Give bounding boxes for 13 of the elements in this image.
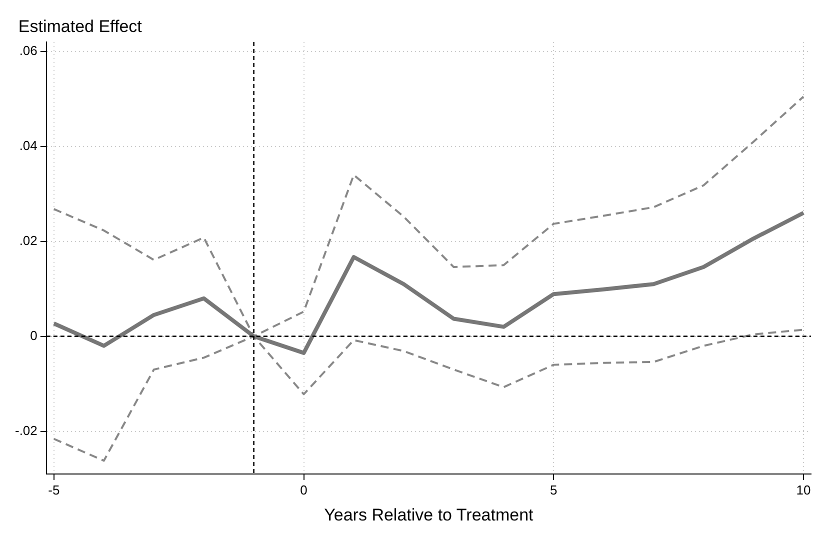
line-series: [52, 96, 805, 338]
x-tick-label: 0: [300, 482, 308, 498]
y-axis-title: Estimated Effect: [18, 17, 142, 36]
x-tick-label: -5: [48, 482, 60, 498]
y-tick-label: 0: [30, 328, 38, 343]
y-tick-label: .06: [19, 43, 38, 58]
y-tick-label: .04: [19, 138, 38, 154]
x-tick-label: 10: [796, 482, 811, 498]
line-series: [52, 328, 805, 462]
x-tick-label: 5: [550, 482, 558, 498]
x-axis-title: Years Relative to Treatment: [324, 505, 534, 524]
y-tick-label: .02: [19, 232, 38, 248]
y-tick-label: -.02: [14, 422, 38, 438]
